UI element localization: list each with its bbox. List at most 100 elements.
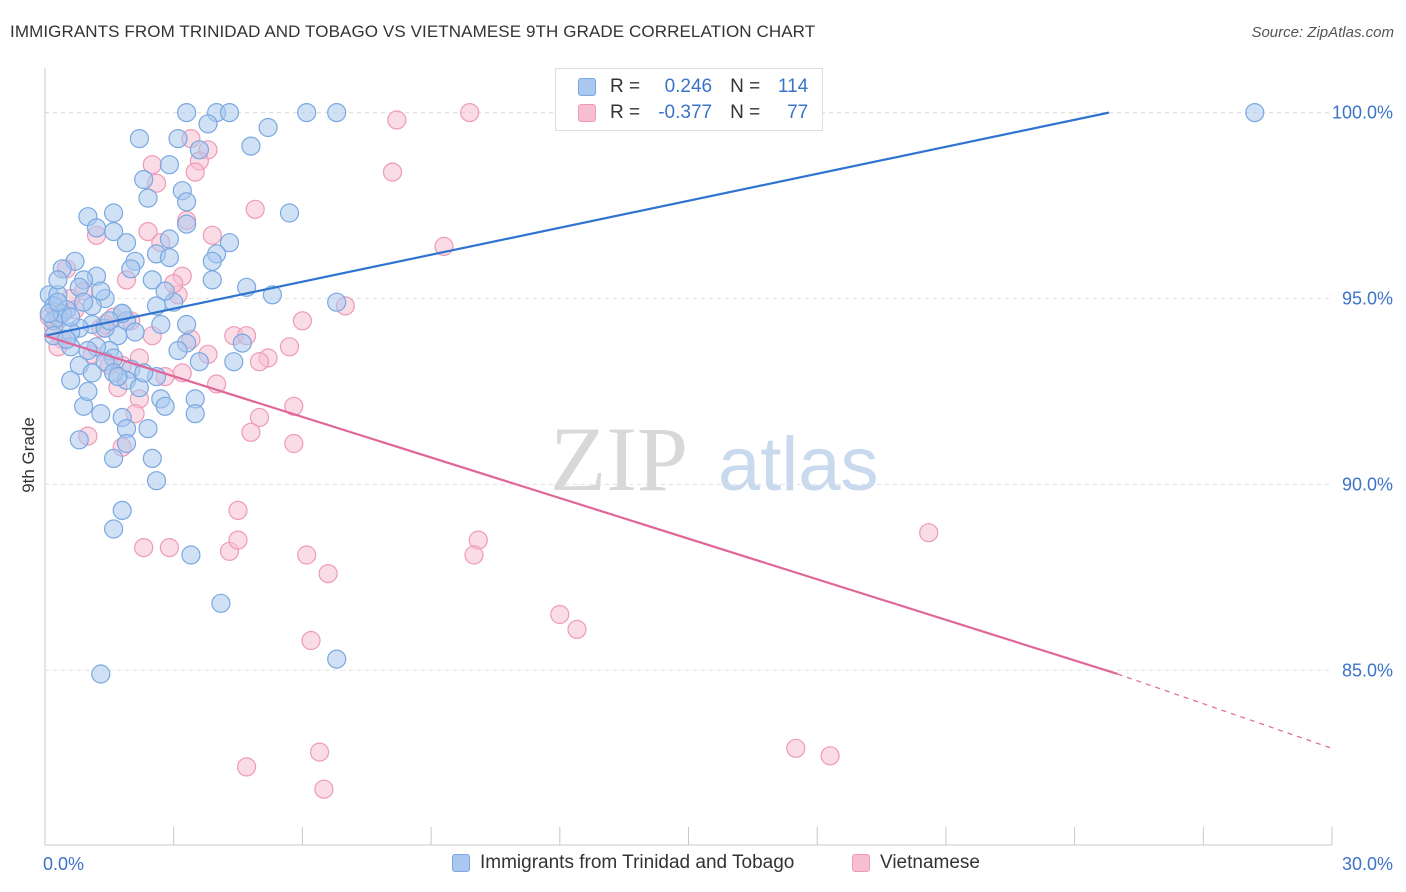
vietnamese-point: [159, 537, 179, 558]
vietnamese-point: [382, 162, 403, 182]
trinidad-point: [69, 430, 89, 450]
trinidad-point: [129, 129, 149, 149]
x-tick-label: 0.0%: [43, 854, 84, 874]
trinidad-point: [198, 114, 218, 134]
vietnamese-point: [460, 102, 480, 123]
y-tick-label: 85.0%: [1342, 660, 1393, 680]
series-legend-trinidad[interactable]: Immigrants from Trinidad and Tobago: [452, 852, 794, 874]
legend-r-value: -0.377: [658, 102, 713, 123]
watermark-zip: ZIP: [550, 408, 688, 510]
legend-swatch-blue: [578, 78, 596, 96]
trinidad-point: [142, 448, 162, 468]
trinidad-point: [103, 448, 124, 468]
vietnamese-point: [292, 311, 312, 331]
vietnamese-point: [310, 742, 330, 762]
trinidad-point: [78, 340, 98, 361]
legend-n-value: 114: [777, 76, 809, 97]
trinidad-point: [78, 381, 98, 401]
trinidad-point: [219, 102, 240, 123]
vietnamese-point: [185, 162, 205, 182]
vietnamese-point: [202, 225, 222, 245]
vietnamese-point: [297, 545, 317, 565]
legend-n-label: N =: [730, 76, 761, 97]
legend-row-vietnamese: R = -0.377 N = 77: [578, 100, 808, 126]
trinidad-point: [116, 233, 137, 253]
legend-n-label: N =: [730, 102, 761, 123]
axis-labels: 85.0% 90.0% 95.0% 100.0% 0.0% 30.0% 9th Grade: [19, 103, 1393, 874]
trinidad-point: [61, 370, 81, 390]
vietnamese-point: [241, 422, 261, 442]
series-label-vietnamese: Vietnamese: [880, 852, 980, 873]
vietnamese-point: [464, 545, 484, 565]
trinidad-point: [155, 281, 175, 301]
trinidad-point: [327, 292, 347, 312]
trinidad-point: [168, 340, 188, 361]
chart-source: Source: ZipAtlas.com: [1251, 24, 1394, 41]
vietnamese-point: [387, 110, 407, 130]
legend-n-value: 77: [787, 102, 809, 123]
series-swatch-pink: [852, 854, 870, 872]
trend-lines: [44, 111, 1333, 749]
trinidad-point: [224, 352, 244, 372]
y-tick-label: 95.0%: [1342, 288, 1393, 308]
trinidad-point: [91, 664, 111, 684]
vietnamese-point: [237, 757, 257, 777]
trinidad-point: [73, 292, 94, 312]
vietnamese-trend-line: [44, 334, 1118, 676]
trinidad-point: [219, 233, 240, 253]
data-points: [39, 102, 1265, 799]
vietnamese-point: [134, 537, 154, 558]
trinidad-point: [116, 433, 137, 454]
y-tick-label: 100.0%: [1332, 103, 1393, 123]
trinidad-point: [48, 292, 68, 312]
vietnamese-point: [919, 523, 939, 543]
trinidad-point: [86, 218, 107, 238]
trinidad-point: [48, 270, 68, 290]
series-legend-vietnamese[interactable]: Vietnamese: [852, 852, 980, 874]
trinidad-point: [91, 404, 111, 424]
x-tick-label: 30.0%: [1342, 854, 1393, 874]
series-swatch-blue: [452, 854, 470, 872]
trinidad-point: [134, 169, 154, 190]
trinidad-point: [159, 229, 179, 249]
trinidad-point: [189, 352, 209, 372]
trinidad-point: [189, 140, 209, 160]
trinidad-point: [103, 203, 124, 223]
trinidad-point: [159, 155, 179, 175]
vietnamese-point: [228, 530, 248, 550]
y-axis-title: 9th Grade: [19, 417, 38, 493]
legend-r-label: R =: [610, 102, 641, 123]
vietnamese-point: [249, 352, 270, 372]
vietnamese-point: [820, 746, 840, 766]
watermark-atlas: atlas: [718, 422, 879, 507]
trinidad-point: [1245, 102, 1265, 123]
trinidad-point: [258, 117, 278, 138]
vietnamese-point: [284, 433, 304, 454]
trinidad-point: [297, 102, 317, 123]
series-legend: Immigrants from Trinidad and Tobago Viet…: [0, 852, 1406, 878]
trinidad-point: [151, 314, 171, 335]
trinidad-point: [82, 363, 102, 383]
vietnamese-trend-extension: [1117, 673, 1333, 749]
trinidad-point: [91, 281, 111, 301]
vietnamese-point: [228, 500, 248, 520]
trinidad-point: [142, 270, 162, 290]
legend-row-trinidad: R = 0.246 N = 114: [578, 74, 808, 100]
vietnamese-point: [245, 199, 265, 219]
vietnamese-point: [301, 630, 321, 651]
trinidad-point: [103, 519, 124, 539]
vietnamese-point: [567, 619, 587, 640]
trinidad-point: [185, 404, 205, 424]
trinidad-point: [168, 129, 188, 149]
trinidad-point: [177, 214, 197, 234]
vietnamese-point: [786, 738, 806, 758]
vietnamese-point: [550, 604, 570, 625]
trinidad-point: [232, 333, 252, 353]
trinidad-point: [181, 545, 201, 565]
vietnamese-point: [279, 337, 300, 357]
trinidad-point: [146, 471, 167, 491]
y-tick-label: 90.0%: [1342, 474, 1393, 494]
trinidad-point: [103, 222, 124, 242]
vietnamese-point: [138, 222, 158, 242]
